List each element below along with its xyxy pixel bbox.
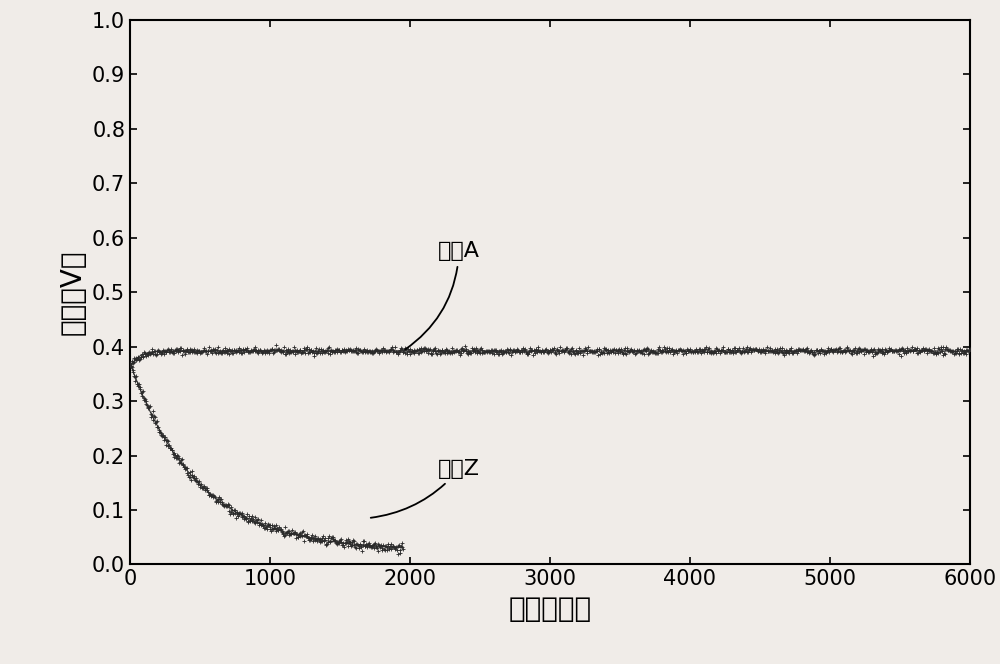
- X-axis label: 时间（秒）: 时间（秒）: [508, 595, 592, 623]
- Text: 电池A: 电池A: [405, 241, 480, 349]
- Text: 电池Z: 电池Z: [371, 459, 480, 518]
- Y-axis label: 电压（V）: 电压（V）: [58, 250, 86, 335]
